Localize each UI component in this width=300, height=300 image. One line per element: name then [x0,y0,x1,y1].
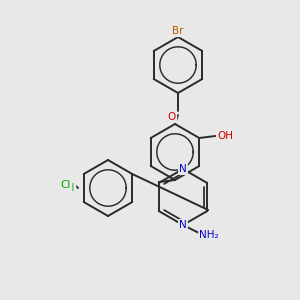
Text: N: N [179,220,187,230]
Text: Cl: Cl [61,180,71,190]
Text: N: N [179,164,187,174]
Text: NH₂: NH₂ [199,230,219,240]
Text: O: O [168,112,176,122]
Text: OH: OH [217,131,233,141]
Text: Cl: Cl [65,183,75,193]
Text: Br: Br [172,26,184,36]
